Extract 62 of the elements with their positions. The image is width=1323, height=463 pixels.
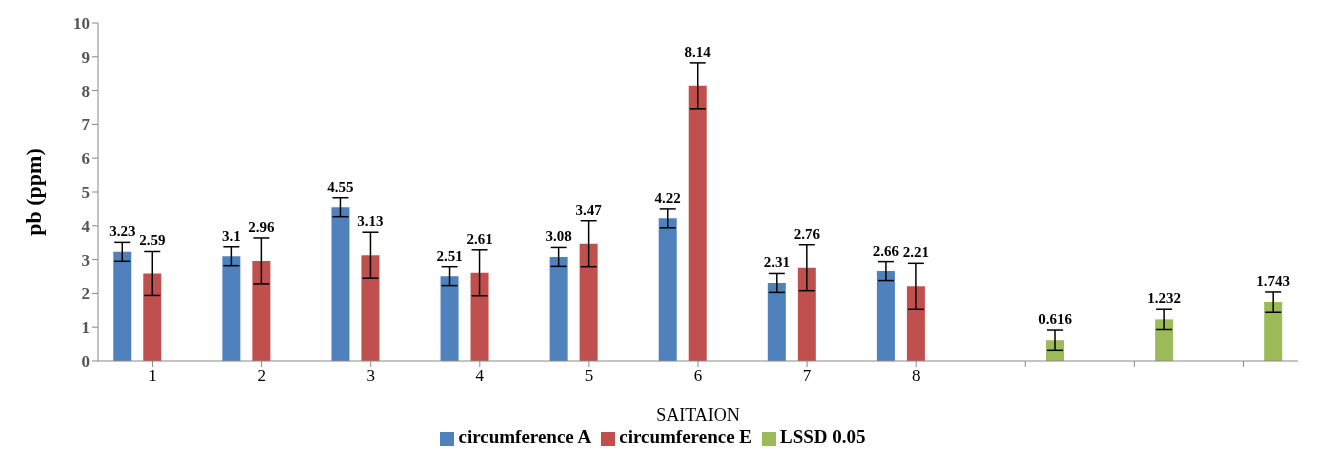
bar — [906, 286, 925, 361]
data-label: 3.1 — [221, 227, 241, 244]
y-tick-label: 1 — [81, 318, 90, 338]
x-tick-label: 6 — [693, 366, 703, 386]
x-axis-title: SAITAION — [656, 405, 740, 425]
bar — [222, 256, 241, 361]
data-label: 2.66 — [872, 242, 900, 259]
bar — [688, 85, 707, 361]
data-label: 2.51 — [436, 247, 463, 264]
data-label: 2.96 — [248, 218, 275, 235]
bar — [1264, 302, 1283, 361]
data-label: 2.21 — [902, 244, 930, 261]
legend-label: circumference A — [458, 426, 592, 447]
data-label: 2.76 — [793, 225, 821, 242]
x-tick-label: 3 — [366, 366, 375, 386]
bar — [1155, 319, 1174, 361]
bar — [252, 260, 271, 361]
y-axis-title: pb (ppm) — [20, 148, 46, 236]
y-tick-label: 4 — [81, 216, 91, 236]
bar — [767, 282, 786, 361]
bar — [470, 272, 489, 361]
bar — [331, 207, 350, 361]
y-tick-label: 3 — [81, 250, 90, 270]
data-label: 2.31 — [763, 254, 790, 271]
y-tick-label: 0 — [81, 352, 90, 372]
x-tick-label: 8 — [911, 366, 921, 386]
bar — [143, 273, 162, 361]
y-tick-label: 9 — [81, 47, 90, 67]
y-tick-label: 2 — [81, 284, 90, 304]
x-tick-label: 5 — [584, 366, 594, 386]
data-label: 0.616 — [1038, 311, 1073, 328]
bar — [876, 271, 895, 361]
data-label: 2.61 — [466, 230, 493, 247]
data-label: 2.59 — [139, 232, 166, 249]
legend-label: LSSD 0.05 — [780, 426, 866, 447]
bar — [579, 243, 598, 361]
bar — [361, 255, 380, 361]
data-label: 8.14 — [684, 43, 712, 60]
x-tick-label: 1 — [148, 366, 157, 386]
data-label: 3.47 — [575, 201, 603, 218]
y-tick-label: 10 — [73, 14, 90, 34]
data-label: 4.22 — [654, 189, 681, 206]
data-label: 1.232 — [1147, 290, 1181, 307]
x-tick-label: 2 — [257, 366, 266, 386]
y-tick-label: 7 — [81, 115, 91, 135]
bar — [549, 256, 568, 361]
legend-label: circumference E — [619, 426, 753, 447]
bar — [113, 251, 132, 361]
bar — [797, 267, 816, 361]
data-label: 3.23 — [109, 223, 136, 240]
data-label: 4.55 — [327, 178, 354, 195]
x-tick-label: 4 — [475, 366, 485, 386]
y-tick-label: 8 — [81, 81, 90, 101]
bar — [658, 218, 677, 361]
x-tick-label: 7 — [802, 366, 812, 386]
y-tick-label: 5 — [81, 183, 90, 203]
bar — [440, 276, 459, 361]
bar — [1046, 340, 1064, 361]
data-label: 1.743 — [1256, 272, 1291, 289]
y-tick-label: 6 — [81, 149, 90, 169]
data-label: 3.13 — [357, 213, 384, 230]
data-label: 3.08 — [545, 228, 572, 245]
